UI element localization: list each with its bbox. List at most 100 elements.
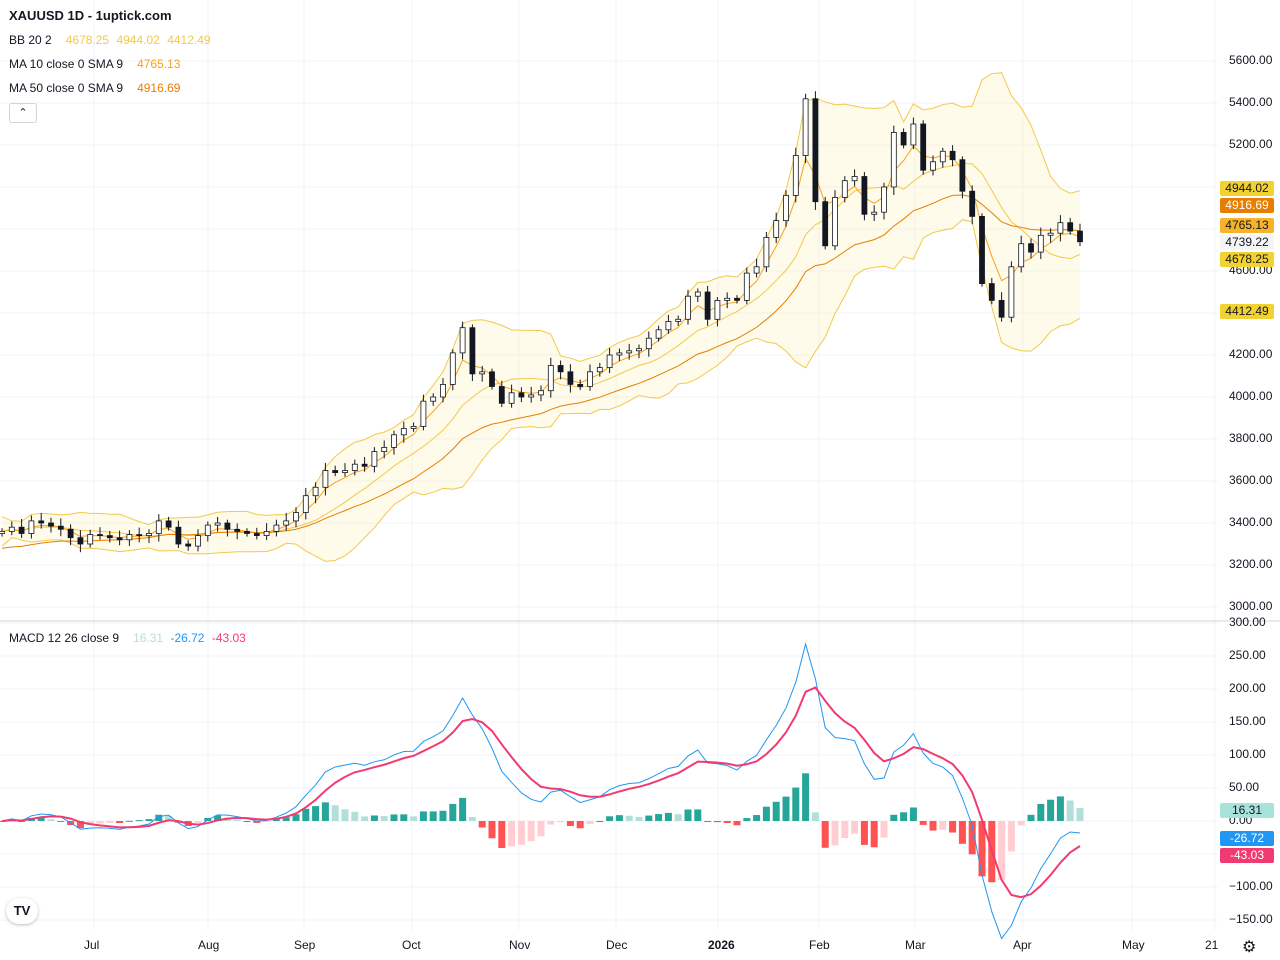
macd-histogram-bar	[968, 821, 976, 855]
time-axis-label: Feb	[809, 938, 830, 952]
candle-down	[577, 383, 584, 387]
chart-title: XAUUSD 1D - 1uptick.com	[9, 8, 172, 23]
candle-up	[528, 394, 535, 398]
tag-ma50: 4916.69	[1220, 198, 1274, 213]
candle-down	[988, 283, 995, 301]
candle-up	[371, 451, 378, 467]
macd-histogram-bar	[713, 821, 721, 823]
macd-histogram-bar	[390, 814, 398, 821]
macd-histogram-bar	[929, 821, 937, 831]
candle-down	[185, 543, 192, 547]
macd-histogram-bar	[596, 820, 604, 822]
macd-histogram-bar	[880, 821, 888, 838]
macd-histogram-bar	[949, 821, 957, 833]
candle-down	[959, 159, 966, 192]
macd-signal-value: -43.03	[211, 631, 246, 645]
candle-up	[606, 354, 613, 368]
candle-up	[8, 526, 15, 532]
macd-histogram-bar	[782, 796, 790, 821]
bb-label: BB 20 2	[9, 33, 52, 47]
candle-down	[77, 537, 84, 545]
price-axis-label: 4200.00	[1229, 347, 1273, 361]
candle-up	[930, 161, 936, 171]
candle-up	[694, 291, 701, 297]
bb-basis: 4678.25	[65, 33, 110, 47]
bb-lower: 4412.49	[167, 33, 211, 47]
macd-histogram-bar	[743, 818, 751, 821]
candle-down	[567, 371, 574, 385]
candle-up	[214, 522, 221, 526]
candle-up	[636, 348, 642, 352]
bb-upper: 4944.02	[116, 33, 160, 47]
macd-histogram-bar	[370, 815, 378, 821]
macd-histogram-bar	[939, 821, 947, 830]
ma50-label: MA 50 close 0 SMA 9	[9, 81, 124, 95]
macd-histogram-bar	[321, 802, 329, 821]
macd-axis-label: 50.00	[1229, 780, 1260, 794]
candle-down	[1028, 243, 1034, 253]
macd-hist-value: 16.31	[133, 631, 164, 645]
macd-histogram-bar	[645, 815, 653, 821]
macd-histogram-bar	[341, 809, 349, 821]
macd-histogram-bar	[841, 821, 849, 839]
time-axis-label: Dec	[606, 938, 628, 952]
time-axis-label: Mar	[905, 938, 926, 952]
tag-bb-upper: 4944.02	[1220, 181, 1274, 196]
macd-histogram-bar	[18, 821, 26, 822]
candle-up	[783, 194, 789, 221]
candle-down	[704, 291, 711, 320]
candle-down	[1067, 222, 1074, 232]
gear-icon[interactable]: ⚙	[1242, 939, 1257, 956]
chevron-up-icon: ⌃	[18, 107, 28, 119]
macd-label: MACD 12 26 close 9	[9, 631, 120, 645]
macd-histogram-bar	[1066, 800, 1074, 821]
macd-histogram-bar	[1076, 808, 1084, 821]
candle-up	[391, 434, 397, 448]
bb-lower-line	[1, 219, 1081, 562]
candle-up	[587, 371, 593, 387]
candle-up	[126, 534, 133, 541]
macd-histogram-bar	[282, 817, 290, 821]
candle-down	[165, 520, 172, 528]
price-axis-label: 3600.00	[1229, 473, 1273, 487]
legend-macd: MACD 12 26 close 9 16.31 -26.72 -43.03	[9, 631, 250, 645]
macd-line	[1, 642, 1081, 940]
macd-histogram-bar	[978, 821, 986, 877]
macd-histogram-bar	[194, 821, 202, 823]
macd-histogram-bar	[860, 821, 868, 845]
macd-histogram-bar	[586, 821, 594, 824]
macd-axis-label: 100.00	[1229, 747, 1266, 761]
tag-last-price: 4739.22	[1220, 235, 1274, 250]
macd-histogram-bar	[1047, 799, 1055, 821]
time-axis-label: Jul	[84, 938, 100, 952]
macd-histogram-bar	[576, 821, 584, 829]
tag-bb-lower: 4412.49	[1220, 304, 1274, 319]
tradingview-logo[interactable]: TV	[6, 898, 38, 924]
candle-up	[773, 220, 780, 238]
candle-up	[440, 383, 446, 398]
candle-up	[87, 534, 94, 545]
macd-histogram-bar	[821, 821, 829, 848]
macd-histogram-bar	[468, 817, 476, 821]
macd-histogram-bar	[919, 821, 927, 825]
candle-up	[685, 295, 691, 320]
macd-axis-label: −150.00	[1229, 912, 1273, 926]
macd-histogram-bar	[400, 814, 408, 821]
collapse-legend-button[interactable]: ⌃	[9, 103, 37, 123]
macd-histogram-bar	[351, 811, 359, 821]
candle-up	[743, 272, 750, 301]
macd-histogram-bar	[900, 812, 908, 821]
candle-up	[881, 186, 887, 213]
macd-histogram-bar	[233, 819, 241, 821]
candle-up	[0, 531, 5, 534]
macd-histogram-bar	[625, 815, 633, 821]
macd-histogram-bar	[263, 821, 271, 822]
candle-up	[449, 352, 456, 385]
candle-up	[890, 131, 897, 188]
macd-histogram-bar	[547, 821, 555, 825]
candle-up	[841, 180, 848, 198]
candle-up	[763, 236, 770, 268]
tag-ma10: 4765.13	[1220, 218, 1274, 233]
candle-down	[1077, 230, 1083, 243]
